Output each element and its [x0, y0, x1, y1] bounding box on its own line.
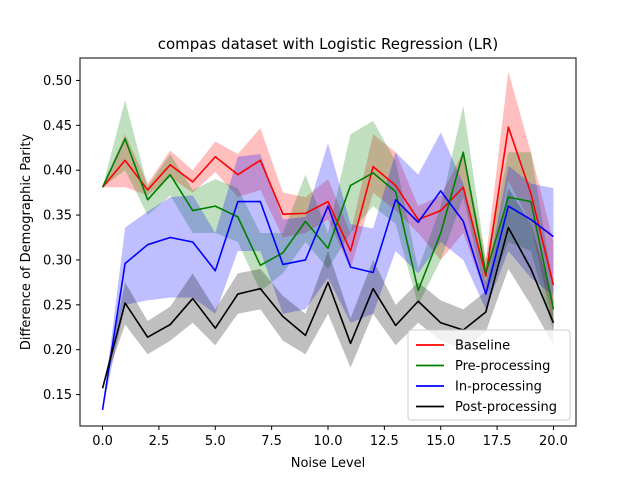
y-axis-label: Difference of Demographic Parity — [19, 134, 34, 351]
chart-title: compas dataset with Logistic Regression … — [158, 35, 499, 53]
y-tick-label: 0.15 — [43, 388, 72, 403]
legend-box — [407, 329, 571, 421]
in-processing-line — [101, 190, 554, 410]
pre-processing-line — [101, 137, 555, 310]
y-tick-label: 0.20 — [43, 343, 72, 358]
y-tick-label: 0.45 — [43, 119, 72, 134]
y-tick-label: 0.50 — [43, 74, 72, 89]
post-processing-legend-label: Post-processing — [455, 400, 557, 415]
in-processing-band — [102, 132, 554, 410]
x-tick-label: 2.5 — [149, 434, 170, 449]
x-tick-label: 5.0 — [205, 434, 226, 449]
baseline-band — [102, 71, 554, 328]
in-processing-legend-label: In-processing — [455, 380, 542, 395]
x-tick-label: 15.0 — [426, 434, 455, 449]
y-tick-label: 0.30 — [43, 253, 72, 268]
x-tick-label: 10.0 — [314, 434, 343, 449]
pre-processing-legend-label: Pre-processing — [455, 359, 550, 374]
post-processing-line — [101, 226, 555, 389]
series-lines — [101, 126, 555, 410]
y-tick-label: 0.35 — [43, 209, 72, 224]
y-axis-ticks: 0.15 0.20 0.25 0.30 0.35 0.40 0.45 0.50 — [43, 74, 80, 403]
legend: Baseline Pre-processing In-processing Post-… — [407, 329, 571, 421]
x-tick-label: 0.0 — [92, 434, 113, 449]
baseline-line — [101, 126, 555, 286]
x-tick-label: 17.5 — [483, 434, 512, 449]
y-tick-label: 0.40 — [43, 164, 72, 179]
pre-processing-band — [102, 100, 554, 332]
y-tick-label: 0.25 — [43, 298, 72, 313]
baseline-legend-label: Baseline — [455, 339, 510, 354]
x-axis-ticks: 0.0 2.5 5.0 7.5 10.0 12.5 15.0 17.5 20.0 — [92, 426, 568, 449]
x-tick-label: 7.5 — [261, 434, 282, 449]
x-tick-label: 12.5 — [370, 434, 399, 449]
x-axis-label: Noise Level — [291, 456, 366, 471]
x-tick-label: 20.0 — [539, 434, 568, 449]
